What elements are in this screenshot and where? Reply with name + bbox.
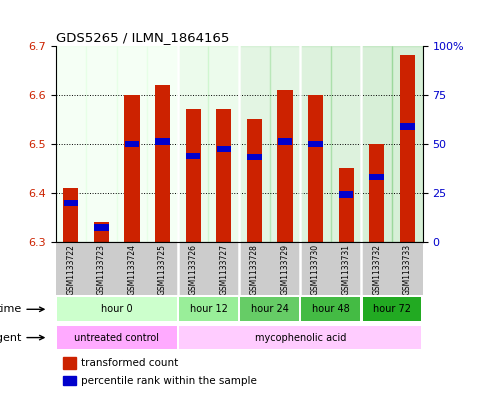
Bar [64, 200, 78, 206]
Text: hour 0: hour 0 [101, 304, 132, 314]
Bar [186, 153, 200, 159]
Bar [270, 46, 300, 242]
Text: untreated control: untreated control [74, 332, 159, 343]
Text: GSM1133731: GSM1133731 [341, 244, 351, 295]
Text: GSM1133724: GSM1133724 [128, 244, 137, 295]
Bar [147, 46, 178, 242]
Bar [63, 376, 76, 385]
Bar [339, 191, 354, 198]
Bar [178, 46, 209, 242]
Text: GSM1133726: GSM1133726 [189, 244, 198, 295]
Text: hour 72: hour 72 [373, 304, 411, 314]
Text: GSM1133723: GSM1133723 [97, 244, 106, 295]
Bar [400, 55, 415, 242]
Bar [239, 46, 270, 242]
Text: GSM1133725: GSM1133725 [158, 244, 167, 295]
Bar [155, 85, 170, 242]
Text: GSM1133722: GSM1133722 [66, 244, 75, 295]
Bar [209, 46, 239, 242]
Text: hour 48: hour 48 [312, 304, 350, 314]
Bar [57, 326, 177, 349]
Text: hour 24: hour 24 [251, 304, 289, 314]
Bar [277, 90, 293, 242]
Bar [247, 119, 262, 242]
Bar [363, 298, 421, 321]
Bar [331, 46, 361, 242]
Bar [86, 46, 117, 242]
Text: GDS5265 / ILMN_1864165: GDS5265 / ILMN_1864165 [56, 31, 229, 44]
Bar [57, 298, 177, 321]
Bar [185, 109, 201, 242]
Text: GSM1133728: GSM1133728 [250, 244, 259, 295]
Bar [308, 95, 323, 242]
Bar [241, 298, 299, 321]
Text: hour 12: hour 12 [189, 304, 227, 314]
Text: GSM1133732: GSM1133732 [372, 244, 381, 295]
Bar [369, 174, 384, 180]
Bar [308, 141, 323, 147]
Bar [94, 222, 109, 242]
Bar [125, 95, 140, 242]
Bar [247, 154, 262, 160]
Bar [369, 144, 384, 242]
Bar [278, 138, 292, 145]
Bar [117, 46, 147, 242]
Text: GSM1133730: GSM1133730 [311, 244, 320, 295]
Text: mycophenolic acid: mycophenolic acid [255, 332, 346, 343]
Text: time: time [0, 304, 22, 314]
Bar [63, 356, 76, 369]
Bar [361, 46, 392, 242]
Bar [300, 46, 331, 242]
Text: GSM1133729: GSM1133729 [281, 244, 289, 295]
Bar [339, 168, 354, 242]
Text: GSM1133727: GSM1133727 [219, 244, 228, 295]
Bar [156, 138, 170, 145]
Bar [56, 46, 86, 242]
Bar [94, 224, 109, 231]
Bar [301, 298, 360, 321]
Bar [392, 46, 423, 242]
Text: transformed count: transformed count [81, 358, 178, 367]
Text: agent: agent [0, 332, 22, 343]
Text: GSM1133733: GSM1133733 [403, 244, 412, 295]
Text: percentile rank within the sample: percentile rank within the sample [81, 376, 256, 386]
Bar [179, 298, 238, 321]
Bar [400, 123, 414, 130]
Bar [63, 188, 78, 242]
Bar [216, 145, 231, 152]
Bar [179, 326, 421, 349]
Bar [216, 109, 231, 242]
Bar [125, 141, 139, 147]
